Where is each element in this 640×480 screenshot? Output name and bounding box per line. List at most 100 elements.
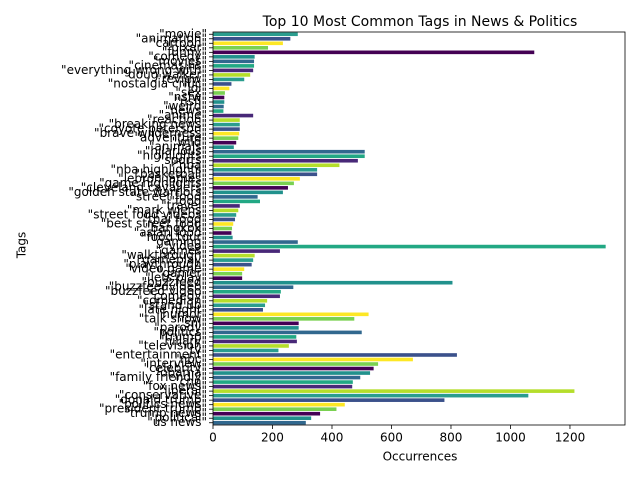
- y-tick-label: "parody": [154, 320, 207, 334]
- bar: [213, 154, 365, 159]
- bar: [213, 113, 254, 118]
- bar: [213, 158, 358, 163]
- bar: [213, 149, 365, 154]
- bar: [213, 46, 269, 50]
- bar: [213, 181, 294, 186]
- bar: [213, 375, 361, 380]
- y-tick-label: "everything wrong with": [61, 63, 207, 77]
- y-tick-label: "animation": [136, 31, 207, 45]
- y-tick-label: "political": [149, 411, 207, 425]
- y-tick-label: "weird": [163, 99, 207, 113]
- bar: [213, 213, 237, 217]
- bar: [213, 145, 234, 149]
- y-tick-label: "anime": [159, 108, 207, 122]
- y-tick-label: "street food videos": [88, 207, 207, 221]
- y-tick-label: "breaking news": [109, 117, 207, 131]
- bar: [213, 122, 240, 127]
- bar: [213, 140, 237, 145]
- bar: [213, 86, 230, 91]
- bar: [213, 68, 254, 73]
- bar: [213, 280, 453, 285]
- y-tick-label: "family friendly": [110, 370, 207, 384]
- bar: [213, 353, 457, 357]
- bar: [213, 384, 353, 389]
- y-tick-label: "tv": [184, 343, 207, 357]
- y-tick-label: "nostalgia critic": [108, 76, 207, 90]
- y-tick-label: "cleveland cavaliers": [81, 180, 207, 194]
- bar: [213, 402, 345, 407]
- bar: [213, 91, 225, 95]
- bar: [213, 240, 298, 244]
- y-tick-label: "nbc": [174, 352, 207, 366]
- bar: [213, 339, 297, 344]
- y-tick-label: "trump news": [125, 406, 207, 420]
- y-tick-label: "fox news": [143, 379, 207, 393]
- bar: [213, 289, 281, 294]
- y-tick-label: "president trump": [99, 402, 207, 416]
- bar: [213, 344, 289, 348]
- y-tick-label: "video game": [125, 262, 207, 276]
- bar: [213, 77, 245, 82]
- y-tick-label: "comedy": [148, 49, 207, 63]
- y-tick-label: "stand up": [143, 298, 207, 312]
- x-tick-label: 200: [261, 431, 284, 445]
- y-tick-label: "mark wiens": [127, 203, 207, 217]
- y-tick-label: "walkthrough": [121, 248, 207, 262]
- bar: [213, 235, 233, 240]
- bar: [213, 204, 240, 208]
- y-tick-label: "lebron james": [118, 171, 207, 185]
- y-tick-label: "review": [156, 72, 207, 86]
- y-tick-label: "late night": [139, 302, 208, 316]
- bar: [213, 222, 234, 226]
- y-tick-label: "comedian": [137, 293, 207, 307]
- y-tick-label: "movies": [153, 54, 207, 68]
- bar: [213, 271, 243, 276]
- y-tick-label: "travel": [161, 198, 207, 212]
- y-tick-label: "gamer": [157, 266, 207, 280]
- y-tick-label: "street food": [131, 189, 207, 203]
- y-tick-label: "cartoon": [150, 36, 207, 50]
- bar: [213, 186, 288, 190]
- y-tick-label: "buzzfeedvideo": [109, 280, 207, 294]
- bar: [213, 199, 261, 204]
- bar: [213, 267, 245, 271]
- y-tick-label: "food tour": [141, 230, 207, 244]
- bar: [213, 208, 239, 213]
- bar: [213, 167, 318, 172]
- y-tick-label: "playthrough": [123, 257, 207, 271]
- bar: [213, 109, 224, 113]
- bar: [213, 262, 252, 267]
- y-tick-label: "cnn": [174, 375, 207, 389]
- bar: [213, 59, 255, 64]
- x-tick-label: 600: [380, 431, 403, 445]
- y-tick-label: "television": [138, 338, 207, 352]
- y-tick-label: "game highlights": [99, 176, 207, 190]
- y-tick-label: "politics": [153, 325, 207, 339]
- bar: [213, 249, 280, 253]
- bar: [213, 294, 280, 299]
- y-tick-label: "hilarious": [145, 144, 207, 158]
- bar: [213, 36, 291, 41]
- bar: [213, 195, 258, 199]
- bar: [213, 416, 312, 421]
- bar: [213, 398, 445, 402]
- y-tick-label: "conservative": [119, 388, 207, 402]
- bar: [213, 73, 251, 77]
- plot-frame: [212, 31, 626, 426]
- y-tick-label: "liberal": [159, 384, 207, 398]
- bar: [213, 244, 606, 249]
- bar: [213, 118, 240, 122]
- y-tick-label: "snl": [179, 316, 207, 330]
- y-tick-label: "funny": [162, 45, 207, 59]
- y-tick-label: "sports": [159, 153, 207, 167]
- bar: [213, 131, 240, 136]
- bar: [213, 389, 575, 393]
- bar: [213, 82, 232, 86]
- y-tick-label: "movie": [159, 27, 207, 41]
- bar: [213, 380, 353, 384]
- y-tick-label: "gaming": [151, 235, 207, 249]
- bar: [213, 136, 239, 140]
- y-tick-label: "games": [156, 244, 207, 258]
- bar: [213, 371, 371, 375]
